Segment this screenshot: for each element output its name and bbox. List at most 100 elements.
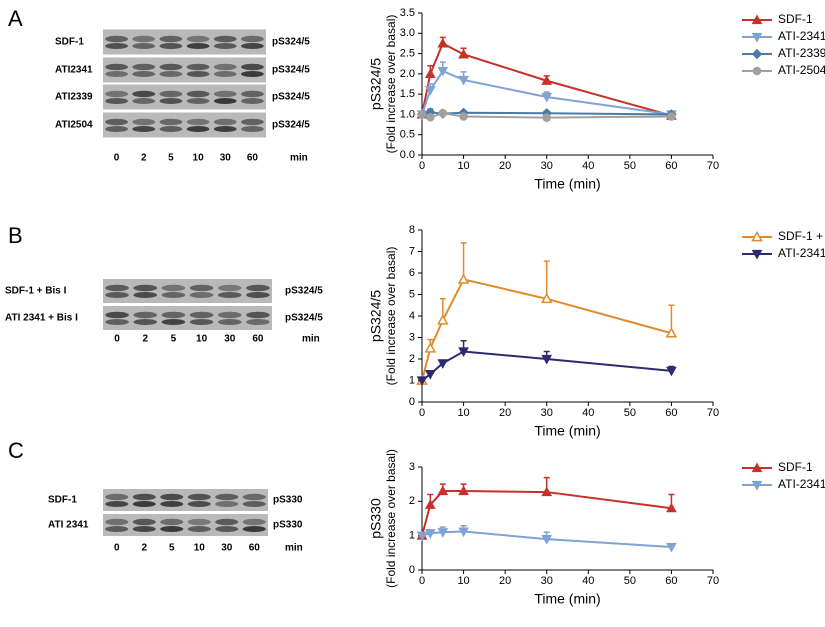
data-point bbox=[438, 108, 448, 118]
blot-band bbox=[241, 118, 264, 126]
blot-band bbox=[133, 311, 158, 319]
blot-image bbox=[103, 489, 268, 511]
blot-band bbox=[159, 98, 183, 104]
blot-band bbox=[159, 118, 183, 126]
blot-image bbox=[103, 514, 268, 536]
y-tick-label: 6 bbox=[409, 267, 415, 279]
blot-time-unit: min bbox=[285, 543, 303, 554]
x-tick-label: 10 bbox=[457, 160, 469, 172]
data-point bbox=[437, 37, 449, 48]
legend-label: SDF-1 bbox=[778, 12, 813, 26]
y-tick-label: 2.0 bbox=[400, 68, 415, 80]
blot-band bbox=[161, 311, 186, 319]
legend-label: ATI-2341 + Bis I bbox=[778, 246, 825, 260]
y-tick-label: 0.0 bbox=[400, 149, 415, 161]
x-tick-label: 70 bbox=[707, 160, 719, 172]
y-tick-label: 3 bbox=[409, 461, 415, 473]
blot-image bbox=[103, 279, 272, 303]
blot-band bbox=[132, 518, 156, 526]
blot-time: 2 bbox=[141, 153, 147, 164]
blot-band bbox=[132, 526, 156, 532]
blot-band bbox=[105, 292, 129, 298]
blot-band bbox=[105, 311, 129, 319]
blot-time: 5 bbox=[169, 543, 175, 554]
blot-time: 0 bbox=[114, 153, 120, 164]
y-tick-label: 3 bbox=[409, 331, 415, 343]
blot-band bbox=[105, 63, 128, 71]
blot-band bbox=[159, 90, 183, 98]
blot-band bbox=[160, 501, 184, 507]
blot-time: 30 bbox=[221, 543, 233, 554]
blot-band bbox=[105, 118, 128, 126]
x-tick-label: 30 bbox=[541, 407, 553, 419]
y-axis-label: pS330 bbox=[368, 498, 384, 539]
blot-band bbox=[241, 126, 264, 132]
x-tick-label: 10 bbox=[457, 407, 469, 419]
y-tick-label: 4 bbox=[409, 310, 415, 322]
blot-band bbox=[161, 319, 186, 325]
y-tick-label: 7 bbox=[409, 245, 415, 257]
blot-band bbox=[159, 71, 183, 77]
blot-band bbox=[132, 98, 156, 104]
data-point bbox=[541, 486, 553, 497]
x-tick-label: 60 bbox=[665, 407, 677, 419]
blot-image bbox=[103, 112, 266, 138]
x-tick-label: 10 bbox=[457, 575, 469, 587]
blot-time: 60 bbox=[247, 153, 259, 164]
blot-band bbox=[213, 63, 237, 71]
blot-band bbox=[215, 518, 239, 526]
blot-band bbox=[242, 501, 266, 507]
data-point bbox=[416, 376, 428, 387]
data-point bbox=[458, 48, 469, 59]
data-point bbox=[424, 68, 436, 78]
blot-row-label: pS330 bbox=[273, 495, 303, 506]
series-line bbox=[421, 69, 672, 116]
blot-band bbox=[213, 35, 237, 43]
x-tick-label: 50 bbox=[624, 160, 636, 172]
legend-marker bbox=[751, 249, 763, 260]
data-point bbox=[426, 112, 435, 122]
blot-band bbox=[213, 43, 237, 49]
y-tick-label: 5 bbox=[409, 288, 415, 300]
x-tick-label: 60 bbox=[665, 575, 677, 587]
blot-band bbox=[160, 526, 184, 532]
blot-time-unit: min bbox=[290, 153, 308, 164]
data-point bbox=[424, 499, 436, 509]
y-axis-label: pS324/5 bbox=[368, 58, 384, 110]
blot-band bbox=[246, 292, 270, 298]
data-point bbox=[424, 85, 436, 96]
data-point bbox=[458, 485, 469, 496]
x-tick-label: 30 bbox=[541, 575, 553, 587]
x-tick-label: 40 bbox=[582, 575, 594, 587]
blot-image bbox=[103, 57, 266, 83]
legend-marker bbox=[751, 14, 763, 25]
blot-band bbox=[241, 98, 264, 104]
blot-band bbox=[186, 71, 210, 77]
blot-row-name: ATI 2341 + Bis I bbox=[5, 313, 78, 324]
legend-marker bbox=[751, 230, 763, 242]
x-axis-label: Time (min) bbox=[534, 591, 600, 607]
blot-band bbox=[105, 35, 128, 43]
blot-band bbox=[132, 43, 156, 49]
y-tick-label: 0 bbox=[409, 396, 415, 408]
data-point bbox=[424, 369, 436, 380]
blot-time: 60 bbox=[249, 543, 261, 554]
data-point bbox=[457, 273, 470, 284]
blot-band bbox=[217, 284, 242, 292]
legend-marker bbox=[751, 480, 763, 491]
y-tick-label: 2 bbox=[409, 495, 415, 507]
blot-row-label: pS324/5 bbox=[272, 65, 310, 76]
blot-band bbox=[105, 319, 129, 325]
legend-marker bbox=[752, 66, 762, 76]
blot-band bbox=[241, 90, 264, 98]
y-tick-label: 2.5 bbox=[400, 47, 415, 59]
legend-label: SDF-1 bbox=[778, 460, 813, 474]
x-tick-label: 50 bbox=[624, 407, 636, 419]
blot-band bbox=[161, 284, 186, 292]
blot-band bbox=[186, 43, 210, 49]
blot-band bbox=[189, 292, 214, 298]
blot-time: 10 bbox=[193, 153, 205, 164]
blot-time: 30 bbox=[224, 334, 236, 345]
blot-band bbox=[105, 126, 128, 132]
